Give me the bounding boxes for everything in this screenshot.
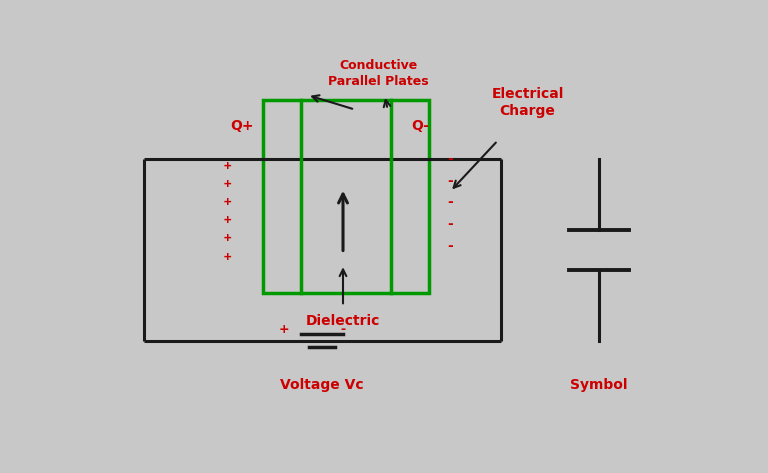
Text: Voltage Vc: Voltage Vc <box>280 377 364 392</box>
Text: +: + <box>223 159 230 173</box>
Text: Electrical
Charge: Electrical Charge <box>492 87 564 118</box>
Text: -: - <box>447 195 453 210</box>
Text: +: + <box>223 178 230 191</box>
Text: +: + <box>223 214 230 227</box>
Text: -: - <box>447 217 453 231</box>
Text: Q+: Q+ <box>230 119 253 133</box>
Text: -: - <box>447 152 453 166</box>
Text: +: + <box>223 196 230 209</box>
Text: -: - <box>340 324 346 336</box>
Text: Q-: Q- <box>412 119 429 133</box>
Text: Conductive
Parallel Plates: Conductive Parallel Plates <box>329 59 429 88</box>
Text: Dielectric: Dielectric <box>306 314 380 328</box>
Text: -: - <box>447 239 453 253</box>
Text: -: - <box>447 174 453 188</box>
Text: +: + <box>223 232 230 245</box>
Text: Symbol: Symbol <box>570 377 627 392</box>
Text: +: + <box>223 251 230 263</box>
Text: +: + <box>278 324 289 336</box>
Bar <box>263 100 429 293</box>
